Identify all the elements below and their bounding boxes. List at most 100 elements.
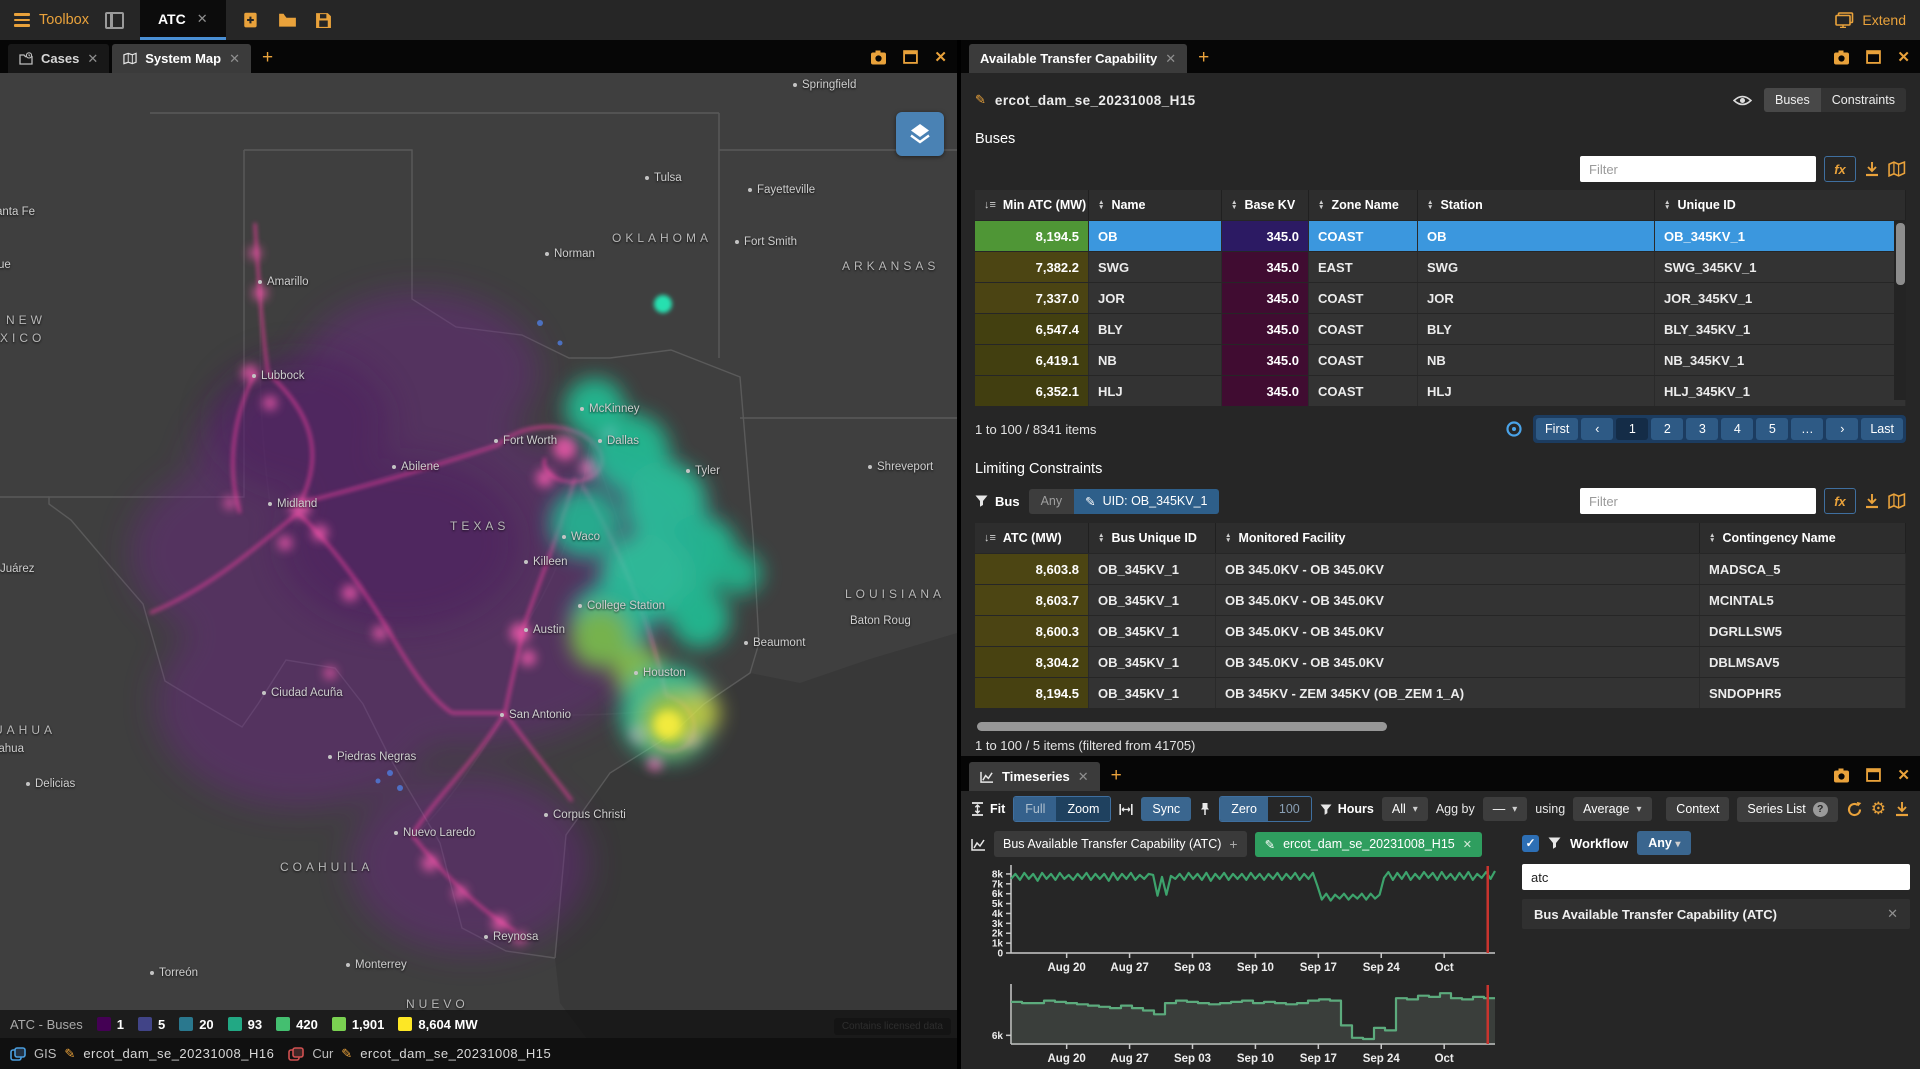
page-button[interactable]: First [1536, 418, 1579, 440]
constraints-table-row[interactable]: 8,600.3 OB_345KV_1 OB 345.0KV - OB 345.0KV… [975, 615, 1906, 646]
view-toggle-buses[interactable]: Buses [1764, 88, 1821, 112]
zero-button[interactable]: Zero [1220, 797, 1268, 821]
show-on-map-icon[interactable] [1888, 493, 1906, 509]
context-button[interactable]: Context [1666, 797, 1730, 821]
buses-table-row[interactable]: 6,419.1 NB 345.0 COAST NB NB_345KV_1 [975, 344, 1906, 375]
download-icon[interactable] [1864, 161, 1880, 177]
remove-result-icon[interactable]: ✕ [1887, 906, 1898, 921]
map-layers-button[interactable] [896, 112, 944, 156]
close-panel-icon[interactable]: ✕ [1897, 767, 1910, 784]
tab-cases[interactable]: Cases ✕ [8, 44, 110, 73]
constraints-table-row[interactable]: 8,304.2 OB_345KV_1 OB 345.0KV - OB 345.0KV… [975, 646, 1906, 677]
constraints-hscrollbar[interactable] [977, 722, 1387, 731]
view-toggle-constraints[interactable]: Constraints [1831, 93, 1895, 107]
gis-case-name[interactable]: ercot_dam_se_20231008_H16 [83, 1046, 275, 1061]
add-tab-icon[interactable]: + [1110, 765, 1122, 786]
edit-gis-icon[interactable]: ✎ [64, 1045, 76, 1061]
buses-table-row[interactable]: 6,352.1 HLJ 345.0 COAST HLJ HLJ_345KV_1 [975, 375, 1906, 406]
column-header[interactable]: ▲ ▼ Contingency Name [1700, 523, 1906, 553]
sync-button[interactable]: Sync [1141, 797, 1192, 821]
column-header[interactable]: ▲ ▼ Name [1089, 190, 1222, 220]
edit-case-icon[interactable]: ✎ [975, 92, 986, 107]
buses-table-row[interactable]: 7,337.0 JOR 345.0 COAST JOR JOR_345KV_1 [975, 282, 1906, 313]
close-tab-icon[interactable]: ✕ [1077, 768, 1089, 784]
formula-fx-button[interactable]: fx [1824, 156, 1856, 182]
tab-timeseries[interactable]: Timeseries ✕ [969, 762, 1100, 791]
tab-system-map[interactable]: System Map ✕ [112, 44, 251, 73]
toolbox-menu-button[interactable]: Toolbox [14, 12, 89, 28]
save-icon[interactable] [315, 12, 332, 29]
constraints-filter-input[interactable] [1580, 488, 1816, 514]
buses-table-row[interactable]: 8,194.5 OB 345.0 COAST OB OB_345KV_1 [975, 220, 1906, 251]
buses-table-row[interactable]: 6,547.4 BLY 345.0 COAST BLY BLY_345KV_1 [975, 313, 1906, 344]
add-series-icon[interactable]: + [1229, 836, 1238, 852]
column-header[interactable]: ▲ ▼ Base KV [1222, 190, 1309, 220]
screenshot-icon[interactable] [1833, 768, 1850, 783]
visibility-eye-icon[interactable] [1733, 94, 1753, 107]
buses-table-scrollbar[interactable] [1895, 223, 1905, 285]
refresh-results-icon[interactable] [1505, 420, 1523, 438]
page-button[interactable]: 1 [1616, 418, 1649, 440]
close-panel-icon[interactable]: ✕ [934, 49, 947, 66]
line-style-dropdown[interactable]: — ▾ [1482, 797, 1528, 821]
refresh-icon[interactable] [1846, 801, 1863, 818]
buses-table-row[interactable]: 7,382.2 SWG 345.0 EAST SWG SWG_345KV_1 [975, 251, 1906, 282]
constraints-table-row[interactable]: 8,603.8 OB_345KV_1 OB 345.0KV - OB 345.0KV… [975, 553, 1906, 584]
zero-value[interactable]: 100 [1278, 802, 1300, 816]
screenshot-icon[interactable] [870, 50, 887, 65]
full-button[interactable]: Full [1014, 797, 1057, 821]
remove-case-icon[interactable]: ✕ [1462, 838, 1472, 851]
page-button[interactable]: 2 [1651, 418, 1684, 440]
constraints-table-row[interactable]: 8,194.5 OB_345KV_1 OB 345KV - ZEM 345KV (O… [975, 677, 1906, 708]
column-header[interactable]: ▲ ▼ Station [1418, 190, 1655, 220]
maximize-panel-icon[interactable] [1866, 50, 1882, 64]
column-header[interactable]: ▲ ▼ Bus Unique ID [1089, 523, 1216, 553]
column-header[interactable]: ▲ ▼ Zone Name [1309, 190, 1418, 220]
page-button[interactable]: 3 [1686, 418, 1719, 440]
page-button[interactable]: Last [1861, 418, 1903, 440]
buses-filter-input[interactable] [1580, 156, 1816, 182]
workflow-any-dropdown[interactable]: Any ▾ [1637, 831, 1692, 855]
page-button[interactable]: › [1826, 418, 1859, 440]
series-search-input[interactable] [1522, 864, 1910, 890]
case-chip[interactable]: ✎ ercot_dam_se_20231008_H15 ✕ [1254, 831, 1482, 857]
cur-case-name[interactable]: ercot_dam_se_20231008_H15 [360, 1046, 552, 1061]
hours-dropdown[interactable]: All ▾ [1381, 797, 1428, 821]
extend-button[interactable]: Extend [1835, 12, 1906, 28]
case-title[interactable]: ercot_dam_se_20231008_H15 [994, 92, 1196, 108]
download-icon[interactable] [1894, 801, 1910, 817]
aggregation-dropdown[interactable]: Average ▾ [1573, 797, 1652, 821]
close-tab-icon[interactable]: ✕ [87, 50, 99, 66]
settings-gear-icon[interactable]: ⚙ [1870, 799, 1886, 818]
workflow-checkbox[interactable]: ✓ [1522, 834, 1539, 852]
column-header[interactable]: ↓≡ Min ATC (MW) [975, 190, 1089, 220]
show-on-map-icon[interactable] [1888, 161, 1906, 177]
page-button[interactable]: 5 [1756, 418, 1789, 440]
constraints-table-row[interactable]: 8,603.7 OB_345KV_1 OB 345.0KV - OB 345.0KV… [975, 584, 1906, 615]
series-search-result[interactable]: Bus Available Transfer Capability (ATC) … [1522, 899, 1910, 929]
column-header[interactable]: ▲ ▼ Unique ID [1655, 190, 1906, 220]
bus-filter-any-button[interactable]: Any [1028, 488, 1075, 514]
series-chip[interactable]: Bus Available Transfer Capability (ATC) + [994, 831, 1247, 857]
close-tab-icon[interactable]: ✕ [229, 50, 240, 66]
download-icon[interactable] [1864, 493, 1880, 509]
page-button[interactable]: ‹ [1581, 418, 1614, 440]
close-panel-icon[interactable]: ✕ [1897, 49, 1910, 66]
column-header[interactable]: ↓≡ ATC (MW) [975, 523, 1089, 553]
new-case-icon[interactable] [242, 11, 260, 29]
zoom-button[interactable]: Zoom [1056, 797, 1111, 821]
series-list-button[interactable]: Series List? [1737, 796, 1838, 822]
atc-overview-chart[interactable]: 6k Aug 20 Aug 27 Sep 03 Sep 10 Sep 17 Sep 24 Oc… [971, 982, 1508, 1069]
bus-filter-uid-chip[interactable]: ✎ UID: OB_345KV_1 [1074, 488, 1219, 514]
page-button[interactable]: 4 [1721, 418, 1754, 440]
formula-fx-button[interactable]: fx [1824, 488, 1856, 514]
close-tab-icon[interactable]: ✕ [1165, 50, 1177, 66]
edit-cur-icon[interactable]: ✎ [341, 1045, 353, 1061]
close-workspace-icon[interactable]: ✕ [196, 10, 208, 26]
screenshot-icon[interactable] [1833, 50, 1850, 65]
system-map[interactable]: Springfield Tulsa Fayetteville OKLAHOMA Fort… [0, 73, 957, 1069]
maximize-panel-icon[interactable] [1866, 768, 1882, 782]
page-button[interactable]: … [1791, 418, 1824, 440]
open-folder-icon[interactable] [278, 12, 297, 29]
